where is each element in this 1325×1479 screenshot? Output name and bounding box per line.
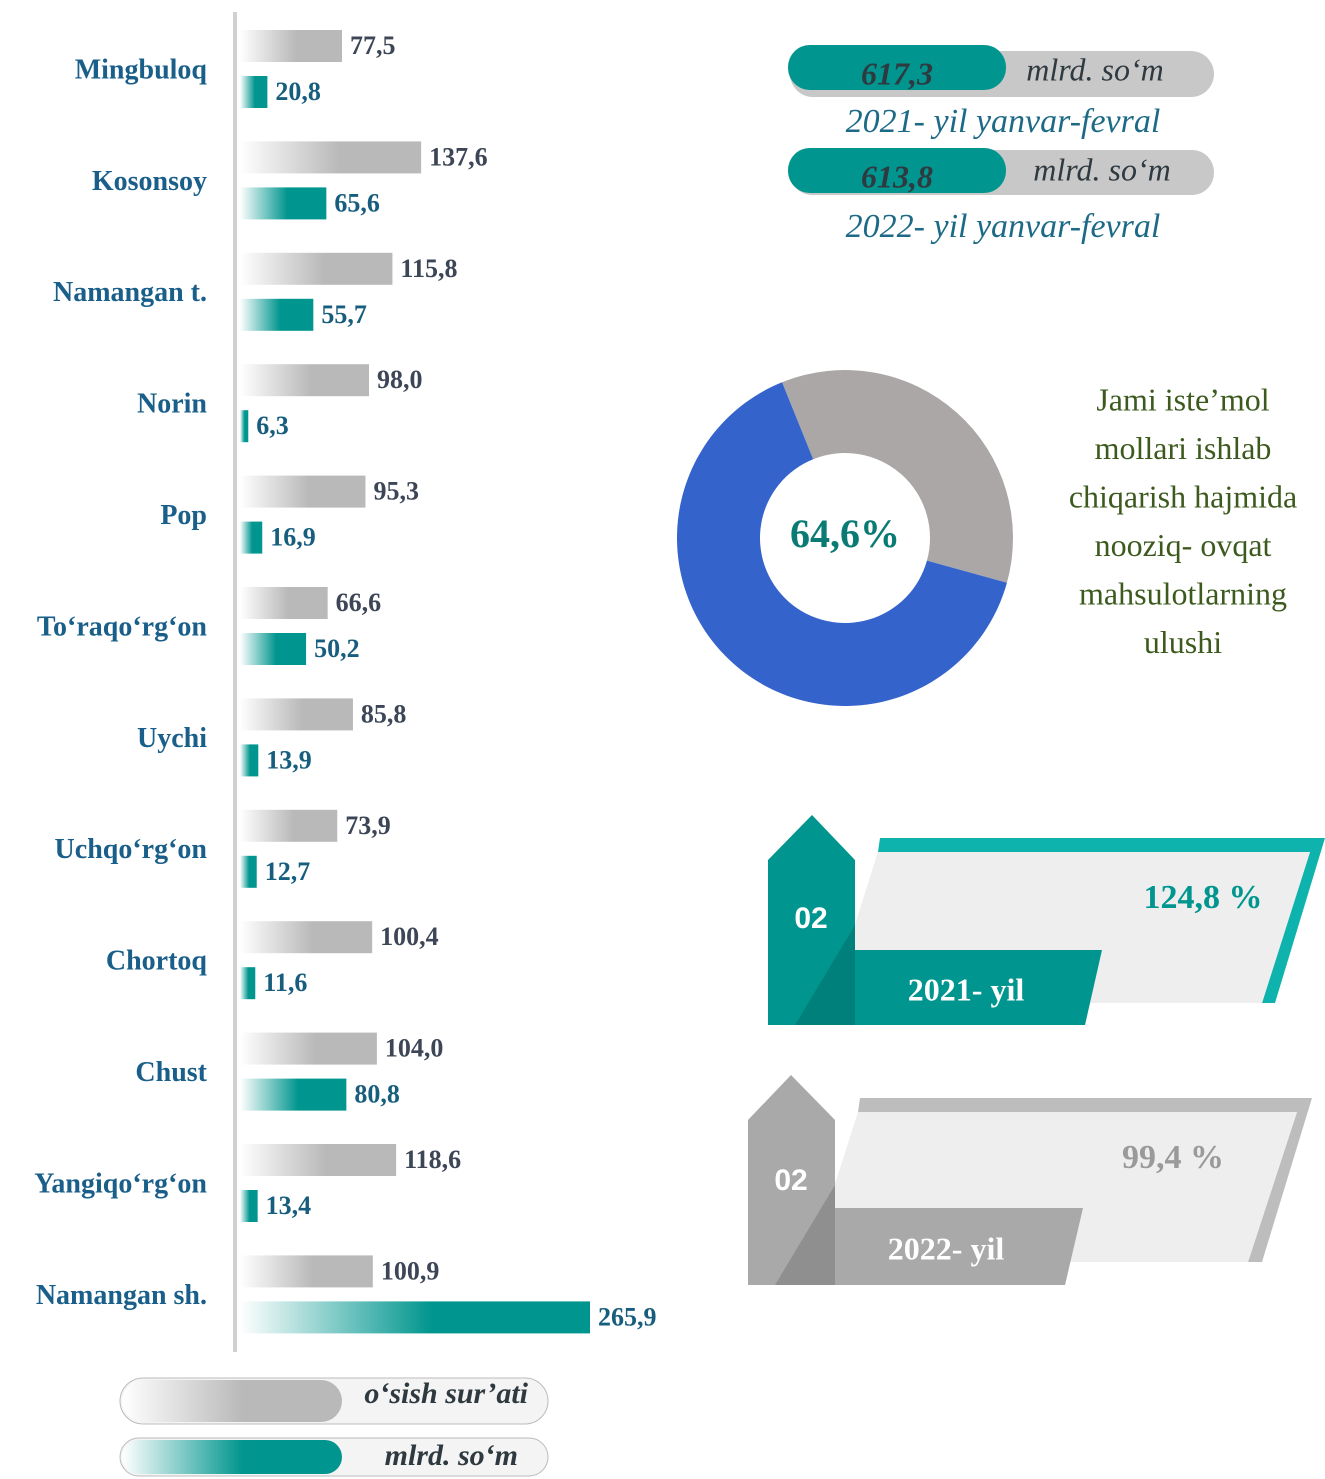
bar xyxy=(240,187,327,220)
donut-caption: mahsulotlarning xyxy=(1079,575,1287,611)
growth-2022: 02 99,4 % 2022- yil xyxy=(748,1075,1312,1285)
total-unit: mlrd. so‘m xyxy=(1026,51,1163,87)
growth-value: 99,4 % xyxy=(1122,1139,1224,1176)
bar xyxy=(240,141,422,174)
bar xyxy=(240,364,369,397)
year-box xyxy=(795,950,1102,1025)
bar xyxy=(240,921,373,954)
category-label: Uychi xyxy=(137,723,207,754)
value-label: 265,9 xyxy=(598,1302,657,1331)
bar xyxy=(240,1190,258,1222)
growth-value: 124,8 % xyxy=(1144,879,1263,916)
bar xyxy=(240,855,257,888)
value-label: 11,6 xyxy=(263,968,307,997)
donut-caption: chiqarish hajmida xyxy=(1069,478,1297,514)
bar xyxy=(240,744,259,777)
value-label: 6,3 xyxy=(256,411,289,440)
category-label: Norin xyxy=(137,389,207,420)
growth-year: 2022- yil xyxy=(888,1230,1005,1266)
bar xyxy=(240,1255,373,1288)
total-period: 2022- yil yanvar-fevral xyxy=(846,208,1161,245)
category-label: Pop xyxy=(160,500,207,531)
category-label: Chust xyxy=(135,1057,207,1088)
legend-swatch xyxy=(122,1380,342,1422)
legend: o‘sish sur’ati mlrd. so‘m xyxy=(119,1377,549,1477)
category-label: Yangiqo‘rg‘on xyxy=(34,1168,207,1199)
value-label: 65,6 xyxy=(334,188,380,217)
donut-caption: Jami iste’mol xyxy=(1096,381,1269,417)
value-label: 20,8 xyxy=(275,77,321,106)
total-period: 2021- yil yanvar-fevral xyxy=(846,103,1161,140)
value-label: 95,3 xyxy=(373,477,419,506)
value-label: 13,4 xyxy=(266,1191,312,1220)
value-label: 98,0 xyxy=(377,365,423,394)
legend-label: o‘sish sur’ati xyxy=(364,1377,528,1410)
total-value: 617,3 xyxy=(861,55,933,91)
value-label: 13,9 xyxy=(266,745,312,774)
bar xyxy=(240,76,268,108)
bar xyxy=(240,1301,590,1334)
donut-caption: ulushi xyxy=(1144,624,1222,660)
donut-slice xyxy=(677,382,1007,706)
bar xyxy=(240,521,263,554)
badge-label: 02 xyxy=(794,902,827,935)
bar xyxy=(240,698,353,731)
legend-label: mlrd. so‘m xyxy=(385,1439,518,1472)
fold xyxy=(775,1185,835,1285)
pill-fill xyxy=(788,45,1006,90)
category-label: Namangan t. xyxy=(53,277,207,308)
value-label: 55,7 xyxy=(321,300,367,329)
value-label: 115,8 xyxy=(400,254,457,283)
bar xyxy=(240,1078,347,1111)
value-label: 66,6 xyxy=(336,588,382,617)
value-label: 85,8 xyxy=(361,699,407,728)
totals: 617,3 mlrd. so‘m 2021- yil yanvar-fevral… xyxy=(788,45,1214,245)
donut-slice xyxy=(782,370,1014,583)
bar xyxy=(240,967,256,1000)
bar xyxy=(240,633,307,665)
panel-border xyxy=(858,1098,1312,1262)
bar xyxy=(240,587,328,619)
total-value: 613,8 xyxy=(861,158,933,194)
value-label: 73,9 xyxy=(345,811,391,840)
badge-label: 02 xyxy=(774,1164,807,1197)
value-label: 12,7 xyxy=(265,857,311,886)
pill-fill xyxy=(788,148,1006,193)
bar xyxy=(240,1032,377,1065)
category-label: Chortoq xyxy=(106,946,208,977)
value-label: 77,5 xyxy=(350,31,396,60)
category-label: Uchqo‘rg‘on xyxy=(55,834,208,865)
year-box xyxy=(775,1208,1083,1285)
value-label: 50,2 xyxy=(314,634,360,663)
donut-center-label: 64,6% xyxy=(790,511,900,556)
growth-2021: 02 124,8 % 2021- yil xyxy=(768,815,1325,1025)
value-label: 16,9 xyxy=(270,523,316,552)
donut-caption: nooziq- ovqat xyxy=(1095,527,1272,563)
bar xyxy=(240,30,343,62)
value-label: 80,8 xyxy=(354,1080,400,1109)
legend-swatch xyxy=(122,1440,342,1474)
value-label: 118,6 xyxy=(404,1145,461,1174)
value-label: 137,6 xyxy=(429,142,488,171)
bar xyxy=(240,809,338,842)
donut-caption: mollari ishlab xyxy=(1095,430,1272,466)
bar xyxy=(240,252,393,285)
growth-year: 2021- yil xyxy=(908,971,1025,1007)
bar xyxy=(240,475,366,508)
bar xyxy=(240,298,314,331)
value-label: 104,0 xyxy=(385,1034,444,1063)
category-label: Mingbuloq xyxy=(75,54,208,85)
category-label: To‘raqo‘rg‘on xyxy=(37,611,208,642)
category-label: Namangan sh. xyxy=(36,1280,207,1311)
total-unit: mlrd. so‘m xyxy=(1033,151,1170,187)
category-label: Kosonsoy xyxy=(92,166,207,197)
bar xyxy=(240,1144,397,1176)
value-label: 100,9 xyxy=(381,1256,440,1285)
fold xyxy=(795,925,855,1025)
value-label: 100,4 xyxy=(380,922,439,951)
bar xyxy=(240,410,249,443)
